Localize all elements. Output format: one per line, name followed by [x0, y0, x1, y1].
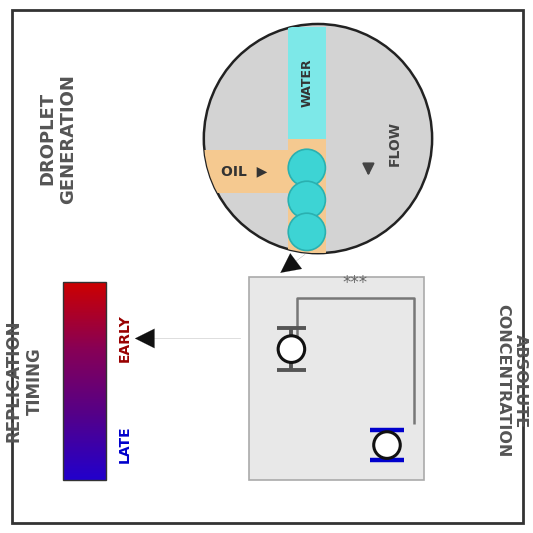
Bar — [249, 277, 424, 480]
Text: ABSOLUTE
CONCENTRATION: ABSOLUTE CONCENTRATION — [496, 304, 528, 458]
Bar — [63, 282, 106, 480]
Circle shape — [278, 336, 305, 362]
Text: EARLY: EARLY — [117, 314, 131, 362]
Circle shape — [204, 24, 432, 253]
Bar — [288, 27, 326, 141]
Text: FLOW: FLOW — [388, 122, 402, 166]
Text: DROPLET
GENERATION: DROPLET GENERATION — [38, 74, 77, 204]
Circle shape — [288, 181, 326, 219]
Bar — [204, 150, 289, 193]
Text: REPLICATION
TIMING: REPLICATION TIMING — [5, 320, 44, 442]
Bar — [288, 139, 326, 253]
Text: OIL  ▶: OIL ▶ — [221, 165, 266, 179]
Text: ***: *** — [343, 274, 368, 292]
Text: WATER: WATER — [300, 58, 313, 107]
Circle shape — [288, 149, 326, 187]
Circle shape — [288, 213, 326, 251]
Circle shape — [374, 432, 400, 458]
Text: LATE: LATE — [117, 425, 131, 463]
